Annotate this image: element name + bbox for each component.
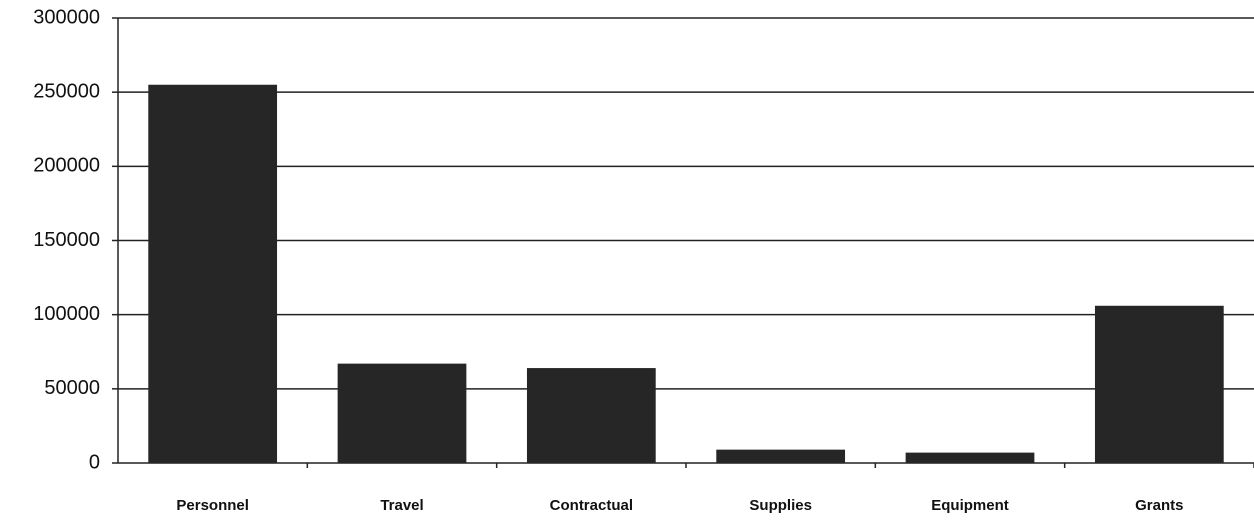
x-tick-label: Supplies [749,497,812,514]
x-tick-label: Equipment [931,497,1009,514]
bar [905,452,1035,463]
y-tick-label: 150000 [33,229,100,251]
bar [716,449,846,463]
bar [526,368,656,463]
x-tick-label: Grants [1135,497,1183,514]
y-tick-label: 200000 [33,155,100,177]
y-tick-label: 50000 [44,377,100,399]
y-tick-label: 300000 [33,6,100,28]
x-tick-label: Personnel [176,497,249,514]
x-tick-label: Travel [380,497,423,514]
bar [337,363,467,463]
bar [1094,305,1224,463]
y-tick-label: 100000 [33,303,100,325]
y-tick-label: 0 [89,451,100,473]
y-tick-label: 250000 [33,80,100,102]
x-tick-label: Contractual [550,497,633,514]
bar [148,84,278,463]
